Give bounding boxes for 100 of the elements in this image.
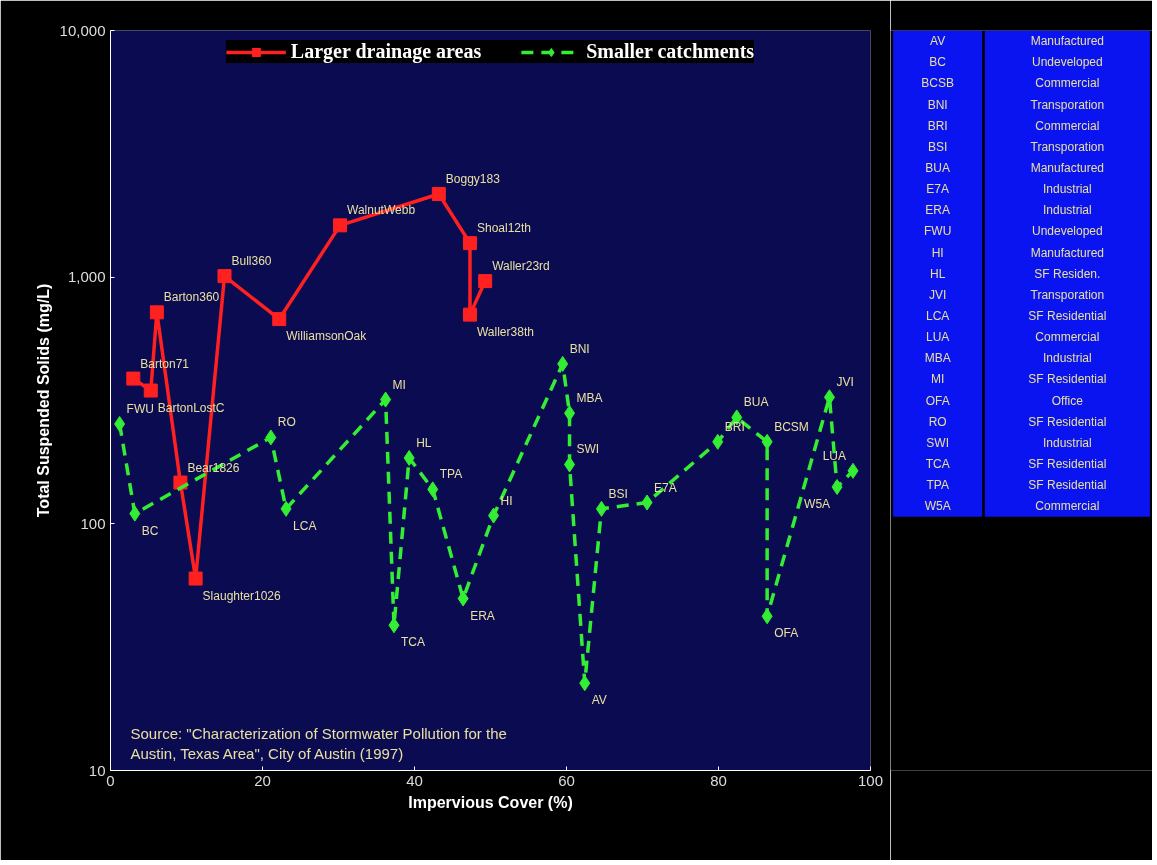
x-tick-label: 60 (558, 771, 575, 789)
text: BSI (927, 139, 948, 154)
annotation: OFA (774, 626, 799, 641)
annotation: BRI (724, 419, 745, 434)
text: LUA (925, 330, 950, 345)
point (557, 355, 569, 372)
annotation: SWI (576, 442, 600, 457)
text: MI (930, 372, 945, 387)
text: Commercial (1035, 330, 1100, 345)
annotation: ERA (470, 608, 495, 623)
point (129, 505, 141, 522)
point (641, 494, 653, 511)
text: RO (928, 414, 947, 429)
text: BNI (927, 97, 948, 112)
point (388, 617, 400, 634)
x-tick-label: 0 (106, 771, 115, 789)
annotation: E7A (654, 480, 677, 495)
annotation: MBA (576, 391, 603, 406)
point (478, 274, 493, 289)
text: W5A (924, 499, 951, 514)
annotation: Slaughter1026 (202, 588, 282, 603)
annotation: Waller38th (476, 324, 534, 339)
point (431, 187, 446, 202)
point (457, 590, 469, 607)
annotation: TCA (400, 635, 425, 650)
x-tick-label: 100 (857, 771, 884, 789)
text: SF Residential (1028, 308, 1107, 323)
text: ERA (925, 203, 951, 218)
x-tick-label: 20 (254, 771, 271, 789)
point (114, 415, 126, 432)
point (403, 449, 415, 466)
y-tick-label: 10 (88, 761, 106, 779)
point (143, 383, 158, 398)
point (847, 462, 859, 479)
point (761, 608, 773, 625)
text: Commercial (1035, 118, 1100, 133)
point (462, 236, 477, 251)
point (712, 433, 724, 450)
text: Manufactured (1030, 160, 1105, 175)
point (564, 456, 576, 473)
annotation: BC (141, 523, 159, 538)
annotation: JVI (836, 375, 854, 390)
x-axis-title: Impervious Cover (%) (408, 793, 573, 811)
text: Transporation (1030, 287, 1105, 302)
x-tick-label: 80 (710, 771, 727, 789)
point (265, 429, 277, 446)
legend-label: Smaller catchments (586, 40, 755, 63)
annotation: Barton360 (163, 290, 220, 305)
annotation: BUA (743, 395, 769, 410)
text: Undeveloped (1031, 224, 1103, 239)
text: Manufactured (1030, 245, 1105, 260)
y-tick-label: 1,000 (67, 268, 106, 286)
annotation: LUA (822, 448, 847, 463)
text: Commercial (1035, 499, 1100, 514)
point (380, 391, 392, 408)
text: Industrial (1043, 182, 1092, 197)
point (272, 312, 287, 327)
text: SWI (926, 435, 949, 450)
point (579, 675, 591, 692)
annotation: BNI (569, 341, 590, 356)
point (761, 433, 773, 450)
text: JVI (928, 287, 947, 302)
point (427, 481, 439, 498)
point (831, 479, 843, 496)
text: HL (929, 266, 946, 281)
point (333, 218, 348, 233)
text: SF Residential (1028, 372, 1107, 387)
text: BUA (925, 160, 951, 175)
text: BC (929, 55, 947, 70)
text: Manufactured (1030, 34, 1105, 49)
text: HI (931, 245, 944, 260)
text: Undeveloped (1031, 55, 1103, 70)
text: Industrial (1043, 351, 1092, 366)
point (488, 507, 500, 524)
point (595, 500, 607, 517)
annotation: Source: "Characterization of Stormwater Pollution for the Austin, Texas Area", City of Austin (1997) (130, 725, 507, 763)
annotation: HL (416, 435, 432, 450)
text: Transporation (1030, 97, 1105, 112)
text: SF Residential (1028, 456, 1107, 471)
annotation: Bull360 (231, 254, 272, 269)
annotation: Shoal12th (476, 221, 532, 236)
annotation: HI (500, 493, 513, 508)
text: TCA (925, 456, 950, 471)
text: SF Residential (1028, 414, 1107, 429)
text: OFA (925, 393, 950, 408)
text: SF Residential (1028, 478, 1107, 493)
annotation: FWU (126, 401, 154, 416)
text: Industrial (1043, 203, 1092, 218)
annotation: LCA (293, 518, 317, 533)
point (126, 371, 141, 386)
text: LCA (925, 308, 950, 323)
text: AV (930, 34, 946, 49)
point (188, 571, 203, 586)
legend-label: Larger drainage areas (290, 40, 482, 63)
annotation: AV (591, 693, 607, 708)
text: E7A (926, 182, 950, 197)
point (280, 500, 292, 517)
text: Transporation (1030, 139, 1105, 154)
text: FWU (924, 224, 952, 239)
annotation: BSI (608, 486, 628, 501)
